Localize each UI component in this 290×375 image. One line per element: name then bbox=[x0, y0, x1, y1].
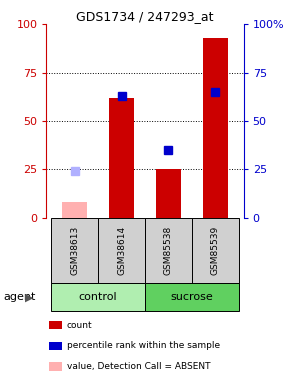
Bar bbox=[51, 217, 98, 283]
Bar bbox=[202, 38, 228, 218]
Text: GSM85538: GSM85538 bbox=[164, 226, 173, 275]
Bar bbox=[155, 169, 181, 217]
Text: GSM38613: GSM38613 bbox=[70, 226, 79, 275]
Bar bbox=[192, 217, 239, 283]
Text: ▶: ▶ bbox=[25, 292, 33, 302]
Text: count: count bbox=[67, 321, 92, 330]
Bar bbox=[145, 217, 192, 283]
Text: GSM85539: GSM85539 bbox=[211, 226, 220, 275]
Text: sucrose: sucrose bbox=[171, 292, 213, 302]
Bar bbox=[109, 98, 135, 218]
Bar bbox=[62, 202, 88, 217]
Text: value, Detection Call = ABSENT: value, Detection Call = ABSENT bbox=[67, 362, 210, 371]
Text: percentile rank within the sample: percentile rank within the sample bbox=[67, 341, 220, 350]
Text: GSM38614: GSM38614 bbox=[117, 226, 126, 275]
Text: agent: agent bbox=[3, 292, 35, 302]
Title: GDS1734 / 247293_at: GDS1734 / 247293_at bbox=[76, 10, 214, 23]
Bar bbox=[51, 283, 145, 311]
Bar bbox=[98, 217, 145, 283]
Text: control: control bbox=[79, 292, 117, 302]
Bar bbox=[145, 283, 239, 311]
